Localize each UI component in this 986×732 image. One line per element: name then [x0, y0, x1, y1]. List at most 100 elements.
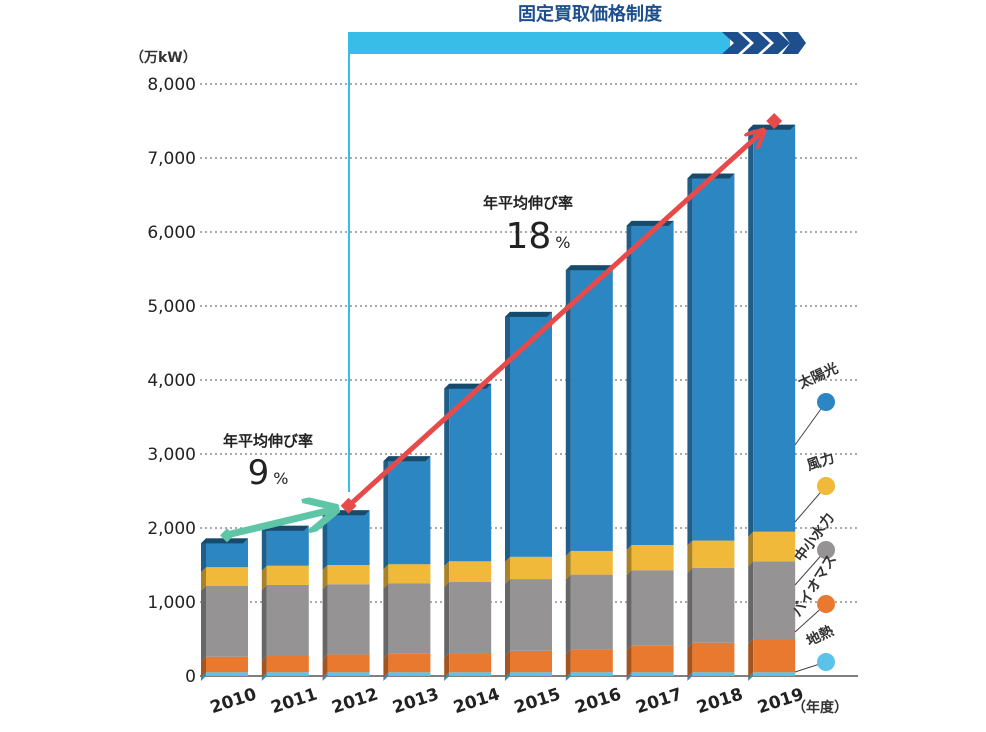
y-tick-label: 6,000: [147, 223, 196, 243]
legend-swatch: [817, 653, 835, 671]
bar-group-2012: [322, 510, 370, 681]
legend-item-風力: 風力: [794, 449, 837, 523]
bar-segment-side: [626, 545, 632, 576]
bar-segment-side: [322, 584, 328, 660]
bar-segment-side: [201, 585, 206, 662]
growth-annotations: 年平均伸び率 9 % 年平均伸び率 18%: [220, 113, 783, 543]
bar-segment-風力: [388, 564, 431, 584]
bar-segment-風力: [206, 567, 248, 586]
bar-segment-side: [626, 645, 632, 678]
bar-top-cap: [201, 538, 248, 544]
bar-segment-バイオマス: [753, 639, 796, 673]
bar-segment-side: [687, 567, 693, 648]
bar-segment-太陽光: [327, 510, 370, 565]
x-tick-label: 2018: [694, 684, 745, 718]
bar-segment-太陽光: [510, 311, 552, 557]
bar-segment-side: [322, 654, 328, 678]
y-tick-label: 3,000: [147, 445, 196, 465]
y-axis-ticks: 0 1,000 2,000 3,000 4,000 5,000 6,000 7,000 8,00…: [147, 75, 196, 687]
bar-segment-バイオマス: [206, 656, 248, 673]
bar-segment-side: [261, 565, 267, 590]
bar-segment-side: [626, 672, 632, 681]
bar-segment-side: [444, 582, 450, 659]
growth-label: 年平均伸び率: [483, 194, 573, 212]
y-tick-label: 8,000: [147, 75, 196, 95]
y-tick-label: 1,000: [147, 593, 196, 613]
bar-segment-side: [383, 653, 389, 678]
bar-segment-バイオマス: [510, 650, 552, 673]
bar-top-cap: [565, 265, 613, 271]
bar-segment-side: [261, 656, 267, 678]
bar-segment-side: [626, 220, 632, 551]
bar-segment-地熱: [570, 672, 613, 676]
bar-segment-バイオマス: [631, 645, 674, 673]
bar-segment-風力: [692, 540, 735, 568]
bar-segment-side: [748, 639, 754, 678]
bar-segment-バイオマス: [570, 649, 613, 673]
bar-group-2010: [201, 538, 248, 681]
bar-group-2014: [444, 383, 492, 681]
bar-group-2015: [505, 311, 552, 681]
bar-segment-side: [383, 583, 389, 659]
bar-segment-side: [565, 672, 571, 681]
bar-segment-side: [322, 510, 328, 570]
growth-arrow-line: [221, 511, 329, 539]
bar-top-cap: [505, 311, 552, 317]
x-tick-label: 2011: [269, 684, 320, 718]
growth-arrow-line: [346, 133, 761, 509]
bar-segment-side: [748, 531, 754, 567]
bar-segment-side: [201, 672, 206, 681]
bar-segment-中小水力: [206, 585, 248, 657]
bar-segment-side: [444, 672, 450, 681]
bar-segment-地熱: [692, 672, 735, 676]
bar-segment-side: [201, 538, 206, 573]
banner-title: 固定買取価格制度: [518, 3, 663, 25]
bar-group-2011: [261, 525, 309, 681]
y-tick-label: 2,000: [147, 519, 196, 539]
bar-segment-side: [383, 672, 389, 681]
bar-segment-太陽光: [266, 525, 309, 566]
growth-start-marker: [220, 528, 234, 543]
legend-label: 地熱: [804, 622, 837, 650]
bar-segment-中小水力: [327, 584, 370, 655]
bar-segment-風力: [266, 565, 309, 585]
bar-segment-風力: [570, 550, 613, 575]
bar-segment-side: [261, 525, 267, 571]
y-tick-label: 7,000: [147, 149, 196, 169]
bar-segment-風力: [510, 556, 552, 580]
legend-label: 風力: [805, 449, 837, 474]
growth-end-marker: [766, 113, 783, 129]
bar-segment-地熱: [631, 672, 674, 676]
bar-segment-地熱: [510, 672, 552, 676]
bar-segment-side: [505, 650, 510, 678]
bar-segment-地熱: [266, 672, 309, 676]
x-unit-label: （年度）: [792, 699, 848, 716]
bar-segment-中小水力: [692, 567, 735, 643]
growth-rate-unit: %: [273, 469, 288, 488]
bar-segment-side: [201, 567, 206, 591]
bar-segment-太陽光: [449, 383, 492, 562]
bars: [201, 124, 796, 681]
bar-segment-side: [748, 561, 754, 644]
bar-segment-side: [201, 656, 206, 678]
legend-swatch: [817, 393, 835, 411]
bar-segment-side: [626, 570, 632, 651]
banner-chevron-1: [722, 32, 750, 54]
growth-annotation-2: 年平均伸び率 18%: [340, 113, 783, 514]
legend-item-バイオマス: バイオマス: [789, 552, 840, 633]
bar-segment-side: [444, 561, 450, 588]
growth-rate-value: 18: [505, 216, 551, 257]
bar-segment-side: [444, 383, 450, 567]
bar-segment-バイオマス: [327, 654, 370, 673]
bar-segment-side: [565, 649, 571, 678]
bar-segment-太陽光: [692, 173, 735, 541]
bar-segment-風力: [753, 531, 796, 562]
bar-segment-太陽光: [388, 456, 431, 565]
bar-segment-中小水力: [266, 584, 309, 657]
bar-top-cap: [383, 456, 431, 462]
bar-group-2018: [687, 173, 735, 681]
bar-segment-地熱: [449, 672, 492, 676]
legend-swatch: [817, 541, 835, 559]
bar-segment-地熱: [753, 672, 796, 676]
